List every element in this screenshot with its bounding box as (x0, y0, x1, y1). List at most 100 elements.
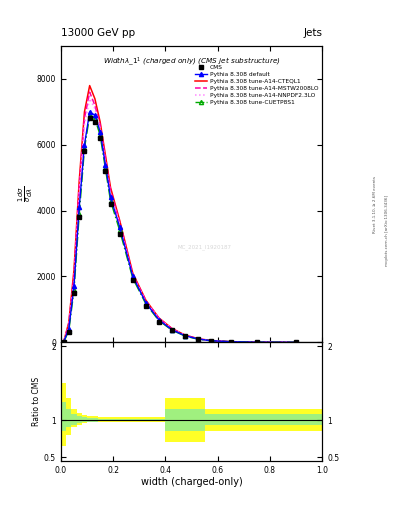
Pythia 8.308 tune-CUETP8S1 (156, 317, 161, 324)
Pythia 8.308 tune-A14-CTEQL1 (170, 326, 174, 332)
Line: CMS: CMS (61, 116, 299, 345)
Pythia 8.308 tune-A14-MSTW2008LO (183, 332, 187, 338)
Pythia 8.308 tune-A14-NNPDF2.3LO (156, 315, 161, 322)
CMS (183, 333, 187, 339)
Pythia 8.308 tune-A14-MSTW2008LO (108, 188, 113, 194)
Text: MC_2021_I1920187: MC_2021_I1920187 (178, 245, 231, 250)
Pythia 8.308 tune-A14-CTEQL1 (92, 96, 97, 102)
Pythia 8.308 tune-A14-MSTW2008LO (98, 122, 103, 128)
Pythia 8.308 tune-A14-MSTW2008LO (87, 89, 92, 95)
CMS (98, 135, 103, 141)
Pythia 8.308 tune-CUETP8S1 (98, 132, 103, 138)
Pythia 8.308 tune-CUETP8S1 (118, 227, 122, 233)
Pythia 8.308 default (77, 204, 82, 210)
Pythia 8.308 tune-A14-MSTW2008LO (118, 219, 122, 225)
Pythia 8.308 tune-A14-CTEQL1 (118, 218, 122, 224)
CMS (82, 148, 87, 155)
Pythia 8.308 default (143, 300, 148, 306)
Pythia 8.308 tune-CUETP8S1 (209, 338, 213, 344)
Pythia 8.308 tune-A14-CTEQL1 (66, 319, 71, 326)
Pythia 8.308 tune-A14-NNPDF2.3LO (61, 339, 66, 346)
Legend: CMS, Pythia 8.308 default, Pythia 8.308 tune-A14-CTEQL1, Pythia 8.308 tune-A14-M: CMS, Pythia 8.308 default, Pythia 8.308 … (193, 64, 320, 106)
Pythia 8.308 tune-A14-CTEQL1 (209, 337, 213, 344)
Pythia 8.308 tune-CUETP8S1 (294, 339, 299, 346)
Pythia 8.308 tune-A14-MSTW2008LO (209, 337, 213, 344)
Pythia 8.308 tune-CUETP8S1 (72, 287, 76, 293)
Pythia 8.308 tune-A14-CTEQL1 (143, 297, 148, 303)
Text: Rivet 3.1.10, ≥ 2.6M events: Rivet 3.1.10, ≥ 2.6M events (373, 176, 377, 233)
CMS (87, 115, 92, 121)
Pythia 8.308 tune-A14-MSTW2008LO (61, 339, 66, 346)
Pythia 8.308 tune-CUETP8S1 (103, 165, 108, 171)
Line: Pythia 8.308 tune-CUETP8S1: Pythia 8.308 tune-CUETP8S1 (61, 113, 298, 345)
CMS (156, 319, 161, 325)
Pythia 8.308 tune-A14-MSTW2008LO (228, 338, 233, 345)
Pythia 8.308 tune-A14-MSTW2008LO (143, 298, 148, 304)
Pythia 8.308 default (87, 109, 92, 115)
CMS (209, 338, 213, 344)
Pythia 8.308 tune-A14-NNPDF2.3LO (118, 221, 122, 227)
CMS (228, 339, 233, 345)
CMS (170, 327, 174, 333)
CMS (77, 214, 82, 220)
Pythia 8.308 default (209, 337, 213, 344)
Pythia 8.308 tune-A14-CTEQL1 (87, 82, 92, 89)
Pythia 8.308 tune-A14-NNPDF2.3LO (294, 339, 299, 346)
Pythia 8.308 default (156, 317, 161, 323)
Pythia 8.308 tune-A14-NNPDF2.3LO (66, 323, 71, 329)
Pythia 8.308 default (118, 224, 122, 230)
Pythia 8.308 tune-A14-NNPDF2.3LO (255, 339, 259, 345)
Pythia 8.308 tune-A14-MSTW2008LO (170, 326, 174, 332)
Pythia 8.308 tune-A14-MSTW2008LO (156, 315, 161, 322)
Pythia 8.308 tune-A14-NNPDF2.3LO (143, 298, 148, 305)
Pythia 8.308 tune-A14-MSTW2008LO (130, 271, 135, 278)
Pythia 8.308 tune-A14-MSTW2008LO (77, 184, 82, 190)
Pythia 8.308 tune-A14-MSTW2008LO (82, 115, 87, 121)
Pythia 8.308 default (103, 161, 108, 167)
Pythia 8.308 tune-A14-MSTW2008LO (103, 155, 108, 161)
Pythia 8.308 default (196, 336, 200, 342)
Pythia 8.308 default (66, 326, 71, 332)
Pythia 8.308 tune-A14-NNPDF2.3LO (209, 337, 213, 344)
Pythia 8.308 tune-A14-NNPDF2.3LO (130, 272, 135, 279)
Pythia 8.308 default (98, 129, 103, 135)
Pythia 8.308 tune-A14-MSTW2008LO (294, 339, 299, 346)
Pythia 8.308 tune-A14-NNPDF2.3LO (183, 332, 187, 338)
CMS (61, 339, 66, 346)
Pythia 8.308 tune-A14-CTEQL1 (82, 109, 87, 115)
Y-axis label: Ratio to CMS: Ratio to CMS (32, 377, 41, 426)
Pythia 8.308 tune-CUETP8S1 (77, 211, 82, 217)
Pythia 8.308 tune-A14-MSTW2008LO (196, 336, 200, 342)
CMS (255, 339, 259, 345)
Pythia 8.308 default (294, 339, 299, 346)
CMS (196, 336, 200, 343)
CMS (294, 339, 299, 346)
Pythia 8.308 tune-A14-MSTW2008LO (66, 321, 71, 327)
Pythia 8.308 tune-A14-CTEQL1 (103, 152, 108, 158)
Text: Width$\lambda\_1^1$ (charged only) (CMS jet substructure): Width$\lambda\_1^1$ (charged only) (CMS … (103, 55, 280, 68)
Pythia 8.308 tune-CUETP8S1 (130, 275, 135, 281)
CMS (130, 276, 135, 283)
Pythia 8.308 tune-CUETP8S1 (87, 112, 92, 118)
Pythia 8.308 tune-CUETP8S1 (183, 333, 187, 339)
CMS (66, 329, 71, 335)
Pythia 8.308 default (82, 142, 87, 148)
Pythia 8.308 default (170, 327, 174, 333)
Line: Pythia 8.308 tune-A14-MSTW2008LO: Pythia 8.308 tune-A14-MSTW2008LO (64, 92, 296, 343)
Pythia 8.308 tune-A14-NNPDF2.3LO (92, 105, 97, 112)
Pythia 8.308 default (228, 338, 233, 345)
Pythia 8.308 default (183, 333, 187, 339)
Pythia 8.308 tune-A14-CTEQL1 (255, 339, 259, 345)
Pythia 8.308 tune-A14-CTEQL1 (228, 338, 233, 345)
Line: Pythia 8.308 tune-A14-CTEQL1: Pythia 8.308 tune-A14-CTEQL1 (64, 86, 296, 343)
Pythia 8.308 tune-A14-NNPDF2.3LO (196, 336, 200, 342)
Pythia 8.308 default (92, 112, 97, 118)
CMS (143, 303, 148, 309)
CMS (72, 290, 76, 296)
Pythia 8.308 tune-A14-NNPDF2.3LO (82, 122, 87, 128)
Pythia 8.308 tune-A14-MSTW2008LO (72, 273, 76, 280)
Pythia 8.308 tune-CUETP8S1 (66, 328, 71, 334)
Pythia 8.308 tune-A14-MSTW2008LO (92, 102, 97, 109)
Pythia 8.308 tune-CUETP8S1 (143, 301, 148, 307)
Pythia 8.308 tune-A14-NNPDF2.3LO (98, 125, 103, 132)
